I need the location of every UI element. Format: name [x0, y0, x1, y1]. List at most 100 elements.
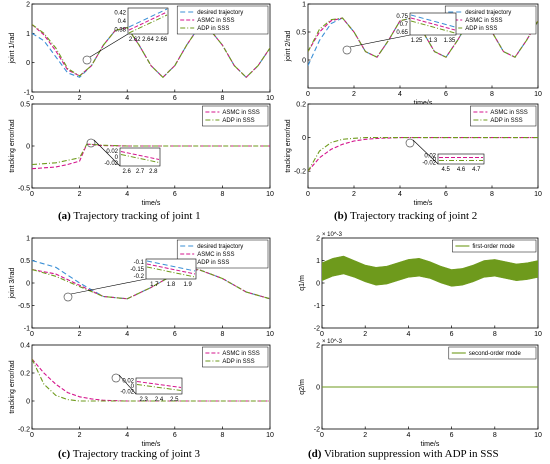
panel-b-top: 0 2 4 6 8 10 0 0.5 1 joint 2/rad time/s desired tra…	[285, 2, 542, 108]
series-line	[308, 17, 538, 58]
y-tick-label: -0.2	[294, 169, 306, 176]
legend-label: ADP in SSS	[222, 118, 254, 124]
x-tick-label: 4	[125, 191, 129, 198]
y-axis-label: joint 3/rad	[9, 268, 16, 300]
zoom-circle	[342, 45, 352, 55]
x-tick-label: 2	[352, 91, 356, 98]
y-tick-label: 0	[26, 399, 30, 406]
x-tick-label: 8	[220, 191, 224, 198]
y-tick-label: 1	[302, 2, 306, 9]
legend-label: ASMC in SSS	[197, 252, 234, 258]
legend-label: ASMC in SSS	[465, 18, 502, 24]
inset-x-tick-label: 2.64	[142, 37, 154, 43]
series-line	[32, 268, 270, 300]
inset-x-tick-label: 2.4	[155, 397, 164, 403]
y-tick-label: -0.5	[18, 303, 30, 310]
legend-label: second-order mode	[469, 351, 522, 357]
x-tick-label: 0	[30, 95, 34, 102]
inset-x-tick-label: 2.7	[136, 169, 145, 175]
inset-y-tick-label: -0.15	[130, 267, 144, 273]
inset-series-line	[120, 151, 160, 160]
inset-x-tick-label: 1.35	[444, 38, 456, 44]
x-tick-label: 6	[173, 191, 177, 198]
x-tick-label: 4	[398, 191, 402, 198]
legend-box	[448, 346, 537, 360]
x-tick-label: 2	[78, 95, 82, 102]
caption-d: (d) Vibration suppression with ADP in SS…	[308, 448, 499, 460]
legend-box	[202, 105, 269, 127]
inset-series-line	[146, 260, 196, 272]
inset-x-tick-label: 2.62	[129, 37, 141, 43]
y-tick-label: 0.2	[20, 371, 30, 378]
x-tick-label: 4	[398, 91, 402, 98]
inset-series-line	[146, 266, 196, 278]
x-tick-label: 0	[320, 331, 324, 338]
inset-x-tick-label: 1.9	[183, 282, 192, 288]
legend-label: first-order mode	[472, 244, 515, 250]
y-tick-label: -1	[314, 303, 320, 310]
y-tick-label: -2	[314, 427, 320, 434]
x-tick-label: 0	[30, 331, 34, 338]
legend-label: ADP in SSS	[197, 26, 229, 32]
inset-series-line	[146, 263, 196, 275]
zoom-circle	[111, 373, 121, 383]
x-tick-label: 2	[78, 432, 82, 439]
y-tick-label: -1	[24, 90, 30, 97]
y-tick-label: -1	[24, 326, 30, 333]
inset-x-tick-label: 2.6	[122, 169, 131, 175]
y-tick-label: 0	[26, 60, 30, 67]
x-tick-label: 10	[534, 432, 542, 439]
series-line	[32, 24, 270, 79]
y-tick-label: 0.5	[296, 30, 306, 37]
x-tick-label: 10	[266, 331, 274, 338]
x-tick-label: 8	[493, 331, 497, 338]
inset-y-tick-label: 0.4	[118, 19, 127, 25]
inset-x-tick-label: 2.3	[139, 397, 148, 403]
series-group	[32, 358, 270, 402]
inset-y-tick-label: -0.1	[134, 260, 145, 266]
y-axis-label: q1/m	[299, 275, 306, 291]
inset-y-tick-label: -0.02	[104, 161, 118, 167]
series-line	[308, 137, 538, 172]
zoom-arrow	[118, 374, 137, 395]
inset-x-tick-label: 1.8	[167, 282, 176, 288]
x-axis-label: time/s	[414, 200, 433, 207]
inset-y-tick-label: 0	[131, 384, 135, 390]
series-line	[32, 143, 270, 166]
inset-y-tick-label: 0.42	[114, 10, 126, 16]
caption-c: (c) Trajectory tracking of joint 3	[58, 448, 201, 460]
inset-box	[409, 12, 457, 36]
x-tick-label: 8	[490, 191, 494, 198]
inset-y-tick-label: 0.7	[400, 22, 409, 28]
y-tick-label: 0	[316, 385, 320, 392]
x-tick-label: 6	[173, 432, 177, 439]
zoom-circle	[63, 292, 73, 302]
legend-label: ADP in SSS	[222, 359, 254, 365]
y-tick-label: 0.4	[20, 343, 30, 350]
inset-x-tick-label: 2.5	[170, 397, 179, 403]
series-group	[32, 143, 270, 170]
x-tick-label: 10	[534, 331, 542, 338]
y-axis-label: tracking error/rad	[285, 119, 292, 172]
inset-y-tick-label: 0.02	[424, 154, 436, 160]
y-tick-label: 0	[26, 144, 30, 151]
zoom-arrow	[89, 33, 129, 58]
y-tick-label: 1	[26, 31, 30, 38]
legend-label: ADP in SSS	[465, 26, 497, 32]
x-tick-label: 2	[363, 432, 367, 439]
inset-x-tick-label: 4.5	[441, 167, 450, 173]
inset-x-tick-label: 4.6	[457, 167, 466, 173]
x-tick-label: 2	[352, 191, 356, 198]
inset-y-tick-label: 0.75	[396, 14, 408, 20]
legend-label: desired trajectory	[197, 10, 243, 16]
series-group	[322, 255, 538, 287]
axis-multiplier: × 10^-3	[322, 339, 343, 345]
series-band	[322, 255, 538, 287]
zoom-circle	[82, 55, 92, 65]
inset-series-line	[120, 154, 160, 163]
legend-label: desired trajectory	[197, 244, 243, 250]
